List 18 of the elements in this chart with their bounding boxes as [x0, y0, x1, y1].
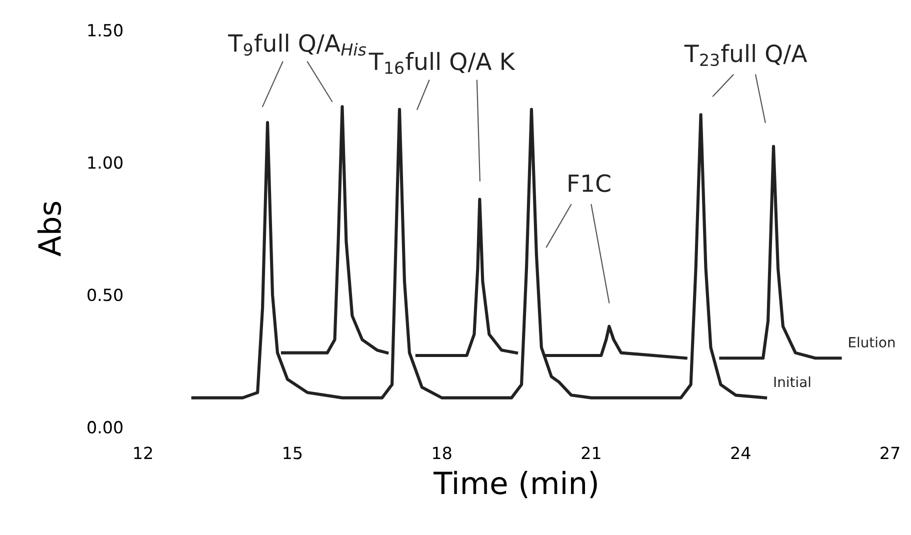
x-tick-label: 24 — [731, 446, 750, 460]
y-axis-title: Abs — [37, 202, 62, 256]
y-tick-label: 0.00 — [88, 420, 122, 434]
x-tick-label: 18 — [433, 446, 452, 460]
annotation: T$_{23}$full Q/A — [684, 44, 808, 66]
annotation: F1C — [568, 174, 610, 192]
annotation: T$_{16}$full Q/A K — [368, 52, 516, 74]
annotation: T$_{9}$full Q/A$_{His}$ — [228, 34, 366, 56]
x-tick-label: 12 — [134, 446, 152, 460]
series-label: Elution — [849, 336, 895, 348]
y-tick-label: 0.50 — [88, 288, 122, 302]
x-tick-label: 27 — [880, 446, 900, 460]
x-axis-title: Time (min) — [433, 470, 597, 498]
x-tick-label: 15 — [284, 446, 302, 460]
x-tick-label: 21 — [582, 446, 600, 460]
y-tick-label: 1.50 — [88, 24, 122, 37]
y-tick-label: 1.00 — [88, 156, 122, 169]
series-label: Initial — [774, 376, 810, 388]
